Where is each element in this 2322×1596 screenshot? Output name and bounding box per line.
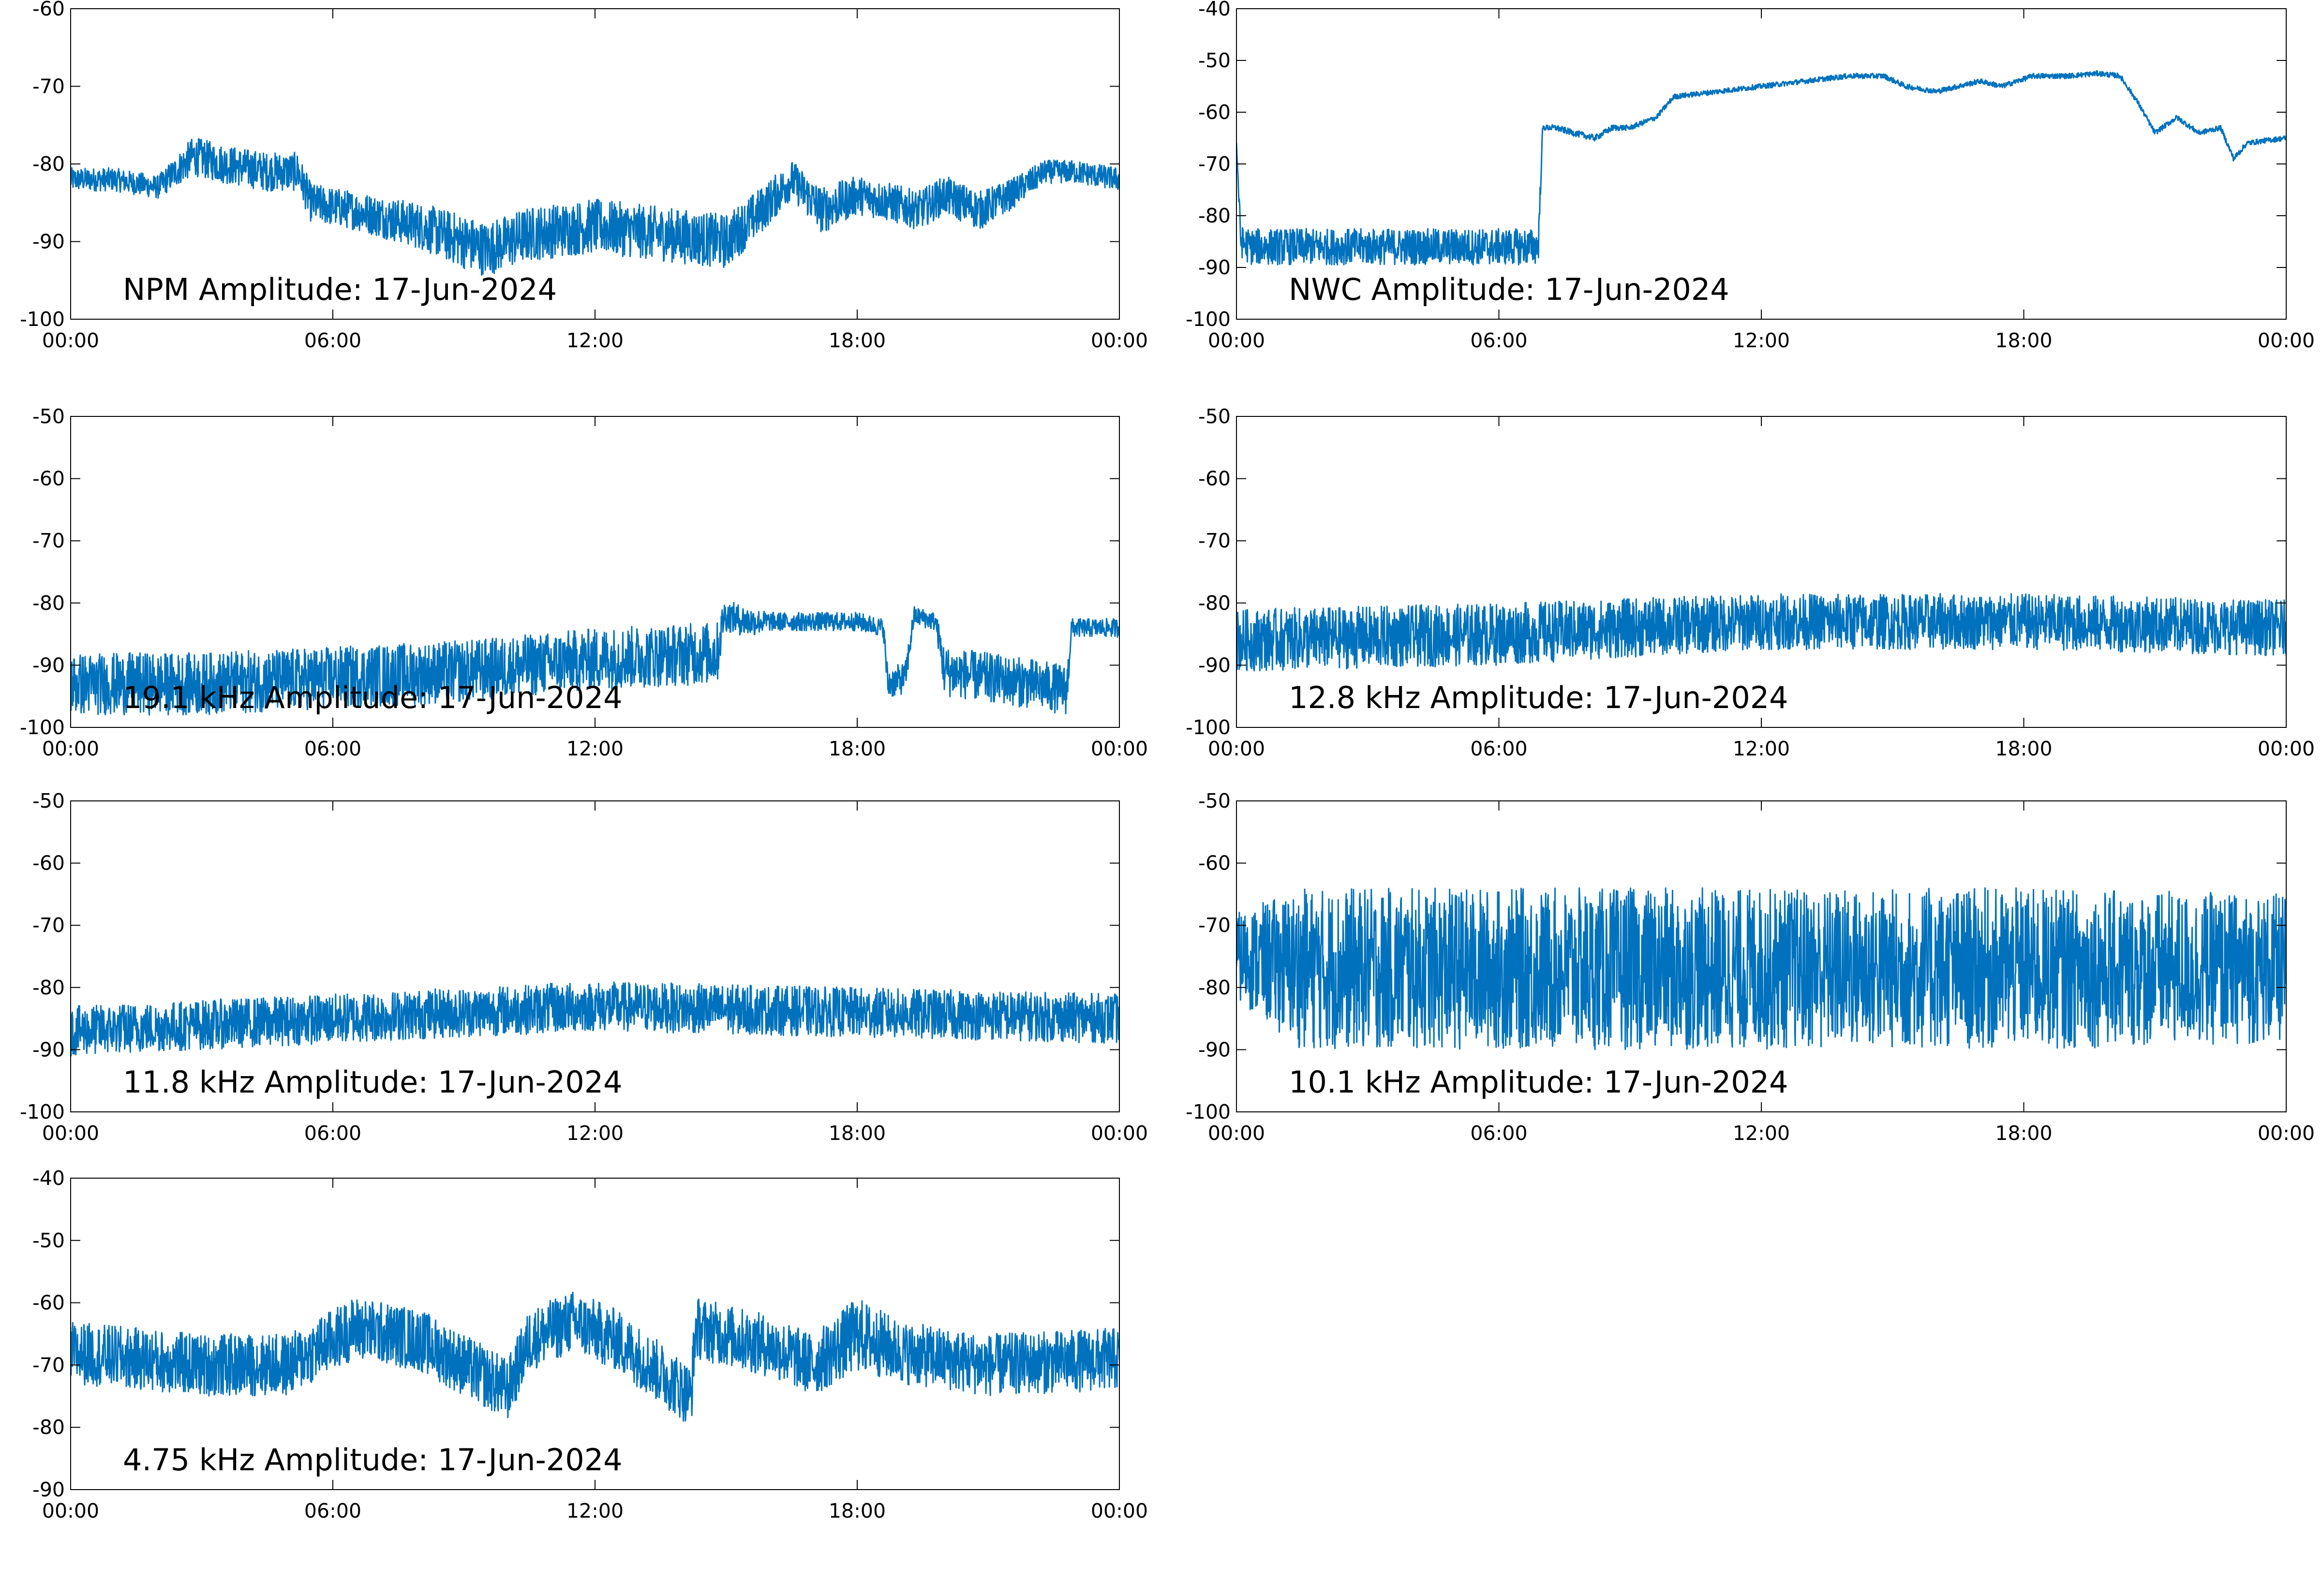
x-tick-label: 06:00 bbox=[1470, 737, 1527, 760]
y-tick-label: -70 bbox=[32, 1353, 65, 1376]
y-tick-label: -60 bbox=[32, 467, 65, 490]
panel-title: NWC Amplitude: 17-Jun-2024 bbox=[1289, 272, 1729, 307]
y-tick-label: -40 bbox=[1198, 0, 1231, 20]
x-tick-label: 00:00 bbox=[2258, 737, 2315, 760]
x-tick-label: 12:00 bbox=[1733, 737, 1790, 760]
panel-title: NPM Amplitude: 17-Jun-2024 bbox=[123, 272, 557, 307]
y-tick-label: -40 bbox=[32, 1167, 65, 1190]
x-tick-label: 18:00 bbox=[1995, 737, 2052, 760]
y-tick-label: -80 bbox=[1198, 204, 1231, 227]
y-tick-label: -80 bbox=[1198, 591, 1231, 615]
y-tick-label: -80 bbox=[32, 591, 65, 615]
x-tick-label: 06:00 bbox=[304, 329, 361, 352]
11-8-khz-amplitude-chart: 00:00 06:00 12:00 18:00 00:00 -50 -60 -70 -80 -90… bbox=[20, 789, 1148, 1145]
panel-title: 12.8 kHz Amplitude: 17-Jun-2024 bbox=[1289, 680, 1788, 715]
x-tick-label: 00:00 bbox=[2258, 329, 2315, 352]
x-tick-label: 00:00 bbox=[1091, 1122, 1148, 1145]
12-8-khz-amplitude-chart: 00:00 06:00 12:00 18:00 00:00 -50 -60 -70 -80 -90… bbox=[1186, 405, 2315, 760]
x-tick-label: 00:00 bbox=[1208, 329, 1265, 352]
npm-amplitude-chart: 00:00 06:00 12:00 18:00 00:00 -60 -70 -80 -90 -10… bbox=[20, 0, 1148, 352]
panel-title: 10.1 kHz Amplitude: 17-Jun-2024 bbox=[1289, 1064, 1788, 1100]
x-tick-label: 00:00 bbox=[42, 329, 99, 352]
series-line bbox=[1236, 887, 2286, 1050]
series-line bbox=[71, 1291, 1119, 1422]
series-line bbox=[1236, 70, 2286, 266]
series-line bbox=[1236, 593, 2286, 672]
y-tick-label: -100 bbox=[1186, 308, 1231, 331]
10-1-khz-amplitude-chart: 00:00 06:00 12:00 18:00 00:00 -50 -60 -70 -80 -90… bbox=[1186, 789, 2315, 1145]
x-tick-label: 12:00 bbox=[1733, 1122, 1790, 1145]
y-tick-label: -70 bbox=[1198, 152, 1231, 176]
y-tick-label: -60 bbox=[1198, 101, 1231, 124]
y-tick-label: -80 bbox=[1198, 976, 1231, 999]
series-line bbox=[71, 138, 1119, 276]
x-tick-label: 00:00 bbox=[1091, 737, 1148, 760]
x-tick-label: 00:00 bbox=[1091, 329, 1148, 352]
x-tick-label: 18:00 bbox=[1995, 1122, 2052, 1145]
series-line bbox=[71, 981, 1119, 1057]
y-tick-label: -90 bbox=[1198, 653, 1231, 677]
x-tick-label: 12:00 bbox=[566, 1122, 624, 1145]
x-tick-label: 18:00 bbox=[1995, 329, 2052, 352]
y-tick-label: -60 bbox=[1198, 467, 1231, 490]
y-tick-label: -100 bbox=[1186, 1100, 1231, 1123]
y-tick-label: -60 bbox=[1198, 852, 1231, 875]
y-tick-label: -70 bbox=[1198, 914, 1231, 937]
x-tick-label: 18:00 bbox=[829, 1499, 886, 1522]
y-tick-label: -80 bbox=[32, 152, 65, 176]
y-tick-label: -50 bbox=[32, 405, 65, 428]
y-tick-label: -100 bbox=[20, 716, 65, 739]
y-tick-label: -70 bbox=[32, 914, 65, 937]
x-tick-label: 00:00 bbox=[42, 1122, 99, 1145]
series-line bbox=[71, 602, 1119, 716]
x-tick-label: 00:00 bbox=[1208, 737, 1265, 760]
y-tick-label: -90 bbox=[32, 1038, 65, 1061]
x-tick-label: 18:00 bbox=[829, 737, 886, 760]
y-tick-label: -60 bbox=[32, 1291, 65, 1315]
y-tick-label: -90 bbox=[32, 653, 65, 677]
panel-title: 4.75 kHz Amplitude: 17-Jun-2024 bbox=[123, 1442, 623, 1478]
y-tick-label: -50 bbox=[32, 789, 65, 813]
x-tick-label: 06:00 bbox=[304, 1499, 361, 1522]
y-tick-label: -70 bbox=[1198, 529, 1231, 552]
y-tick-label: -70 bbox=[32, 75, 65, 98]
x-tick-label: 06:00 bbox=[1470, 1122, 1527, 1145]
y-tick-label: -100 bbox=[1186, 716, 1231, 739]
x-tick-label: 06:00 bbox=[304, 1122, 361, 1145]
panel-title: 11.8 kHz Amplitude: 17-Jun-2024 bbox=[123, 1064, 623, 1100]
nwc-amplitude-chart: 00:00 06:00 12:00 18:00 00:00 -40 -50 -60 -70 -80… bbox=[1186, 0, 2315, 352]
y-tick-label: -90 bbox=[32, 1478, 65, 1501]
y-tick-label: -50 bbox=[1198, 789, 1231, 813]
y-tick-label: -60 bbox=[32, 0, 65, 20]
y-tick-label: -90 bbox=[32, 230, 65, 253]
y-tick-label: -100 bbox=[20, 308, 65, 331]
y-tick-label: -90 bbox=[1198, 256, 1231, 279]
y-tick-label: -80 bbox=[32, 976, 65, 999]
x-tick-label: 12:00 bbox=[566, 1499, 624, 1522]
x-tick-label: 00:00 bbox=[1208, 1122, 1265, 1145]
y-tick-label: -100 bbox=[20, 1100, 65, 1123]
y-tick-label: -50 bbox=[32, 1229, 65, 1252]
y-tick-label: -80 bbox=[32, 1416, 65, 1439]
4-75-khz-amplitude-chart: 00:00 06:00 12:00 18:00 00:00 -40 -50 -60 -70 -80… bbox=[32, 1167, 1148, 1522]
x-tick-label: 12:00 bbox=[566, 737, 624, 760]
19-1-khz-amplitude-chart: 00:00 06:00 12:00 18:00 00:00 -50 -60 -70 -80 -90… bbox=[20, 405, 1148, 760]
x-tick-label: 00:00 bbox=[42, 1499, 99, 1522]
x-tick-label: 06:00 bbox=[304, 737, 361, 760]
panel-title: 19.1 kHz Amplitude: 17-Jun-2024 bbox=[123, 680, 623, 715]
x-tick-label: 06:00 bbox=[1470, 329, 1527, 352]
x-tick-label: 12:00 bbox=[1733, 329, 1790, 352]
x-tick-label: 00:00 bbox=[1091, 1499, 1148, 1522]
y-tick-label: -70 bbox=[32, 529, 65, 552]
x-tick-label: 12:00 bbox=[566, 329, 624, 352]
y-tick-label: -50 bbox=[1198, 405, 1231, 428]
x-tick-label: 18:00 bbox=[829, 329, 886, 352]
y-tick-label: -50 bbox=[1198, 49, 1231, 72]
x-tick-label: 18:00 bbox=[829, 1122, 886, 1145]
x-tick-label: 00:00 bbox=[42, 737, 99, 760]
y-tick-label: -90 bbox=[1198, 1038, 1231, 1061]
x-tick-label: 00:00 bbox=[2258, 1122, 2315, 1145]
y-tick-label: -60 bbox=[32, 852, 65, 875]
